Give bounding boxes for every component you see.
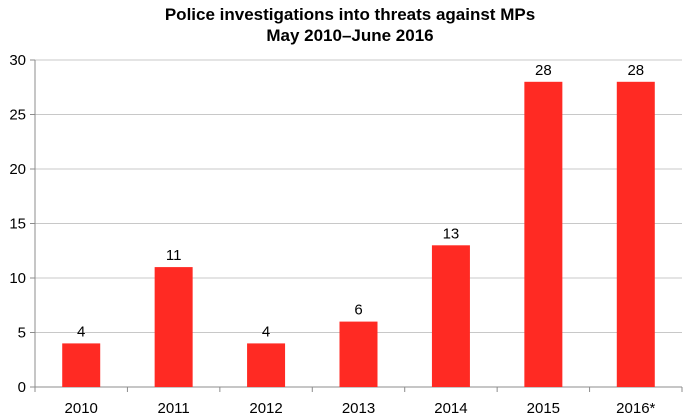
y-tick-label: 0 xyxy=(18,379,26,396)
y-tick-label: 10 xyxy=(9,270,26,287)
data-label: 28 xyxy=(627,62,644,79)
x-tick-label: 2015 xyxy=(527,400,560,417)
bar xyxy=(62,343,101,387)
y-tick-label: 30 xyxy=(9,52,26,69)
data-label: 4 xyxy=(77,323,85,340)
data-label: 6 xyxy=(354,302,362,319)
bar xyxy=(616,81,655,388)
bar xyxy=(431,245,470,387)
bar xyxy=(154,267,193,387)
y-tick-label: 20 xyxy=(9,161,26,178)
bar xyxy=(339,321,378,387)
x-tick-label: 2016* xyxy=(616,400,655,417)
x-tick-label: 2014 xyxy=(434,400,467,417)
x-tick-label: 2013 xyxy=(342,400,375,417)
y-tick-label: 25 xyxy=(9,107,26,124)
chart-title: Police investigations into threats again… xyxy=(164,5,536,24)
x-tick-label: 2010 xyxy=(65,400,98,417)
data-label: 13 xyxy=(443,225,460,242)
chart-subtitle: May 2010–June 2016 xyxy=(266,26,434,45)
data-label: 4 xyxy=(262,323,270,340)
y-tick-label: 5 xyxy=(18,325,26,342)
x-tick-label: 2012 xyxy=(249,400,282,417)
bar xyxy=(247,343,286,387)
chart-title-block: Police investigations into threats again… xyxy=(0,4,700,46)
y-tick-label: 15 xyxy=(9,216,26,233)
x-tick-label: 2011 xyxy=(158,400,190,417)
bar xyxy=(524,81,563,388)
data-label: 11 xyxy=(166,247,182,264)
data-label: 28 xyxy=(535,62,552,79)
